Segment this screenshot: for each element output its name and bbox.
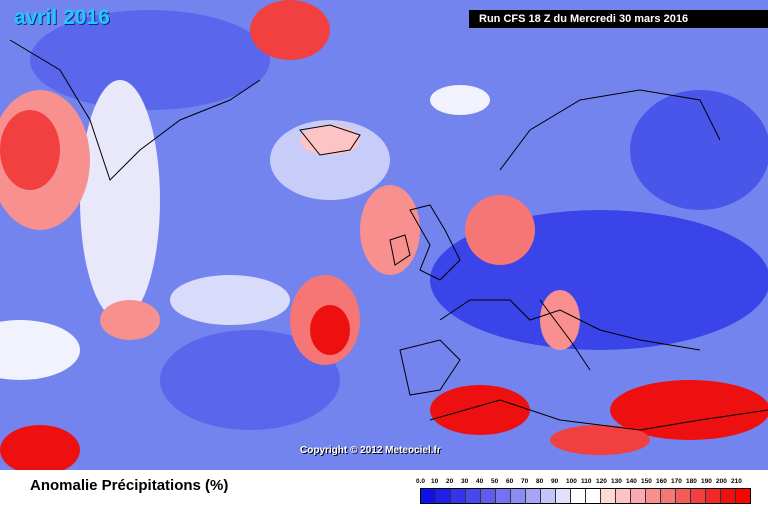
- legend-swatch: [556, 489, 571, 503]
- legend-swatch: [691, 489, 706, 503]
- legend-label: 180: [686, 478, 697, 485]
- copyright: Copyright © 2012 Meteociel.fr: [300, 445, 441, 456]
- legend-label: 20: [446, 478, 454, 485]
- run-info: Run CFS 18 Z du Mercredi 30 mars 2016: [469, 10, 768, 28]
- legend-swatch: [571, 489, 586, 503]
- legend-swatch: [481, 489, 496, 503]
- legend-label: 210: [731, 478, 742, 485]
- legend-label: 110: [581, 478, 592, 485]
- coastlines: [9, 39, 768, 431]
- anomaly-blobs: [0, 0, 768, 470]
- legend-label: 140: [626, 478, 637, 485]
- map-field: [0, 0, 768, 470]
- legend-label: 50: [491, 478, 499, 485]
- legend-label: 100: [566, 478, 577, 485]
- legend-label: 130: [611, 478, 622, 485]
- legend-label: 90: [551, 478, 559, 485]
- legend-swatch: [736, 489, 750, 503]
- legend-swatch: [676, 489, 691, 503]
- legend-swatch: [511, 489, 526, 503]
- legend-labels: 0.0 10 20 30 40 50 60 70 80 90 100 110 120 130 140 150 1…: [416, 478, 746, 485]
- legend-swatch: [421, 489, 436, 503]
- legend-swatch: [616, 489, 631, 503]
- legend-swatch: [526, 489, 541, 503]
- legend-label: 30: [461, 478, 469, 485]
- month-title: avril 2016: [14, 6, 110, 29]
- legend-swatch: [496, 489, 511, 503]
- legend-label: 60: [506, 478, 514, 485]
- legend-label: 70: [521, 478, 529, 485]
- legend-swatch: [631, 489, 646, 503]
- legend-swatch: [646, 489, 661, 503]
- legend-label: 40: [476, 478, 484, 485]
- legend-swatch: [661, 489, 676, 503]
- color-scale: [420, 488, 751, 504]
- precipitation-anomaly-map: avril 2016 Run CFS 18 Z du Mercredi 30 m…: [0, 0, 768, 470]
- legend-label: 200: [716, 478, 727, 485]
- legend-swatch: [451, 489, 466, 503]
- legend-label: 160: [656, 478, 667, 485]
- legend-swatch: [541, 489, 556, 503]
- legend-label: 120: [596, 478, 607, 485]
- legend-label: 80: [536, 478, 544, 485]
- legend-label: 170: [671, 478, 682, 485]
- legend-swatch: [436, 489, 451, 503]
- legend-label: 0.0: [416, 478, 426, 485]
- legend-swatch: [586, 489, 601, 503]
- legend-label: 150: [641, 478, 652, 485]
- legend-swatch: [601, 489, 616, 503]
- legend-swatch: [466, 489, 481, 503]
- legend-label: 10: [431, 478, 439, 485]
- legend-title: Anomalie Précipitations (%): [30, 477, 229, 494]
- legend-label: 190: [701, 478, 712, 485]
- legend: Anomalie Précipitations (%) 0.0 10 20 30 40 5…: [0, 470, 768, 512]
- legend-swatch: [721, 489, 736, 503]
- legend-swatch: [706, 489, 721, 503]
